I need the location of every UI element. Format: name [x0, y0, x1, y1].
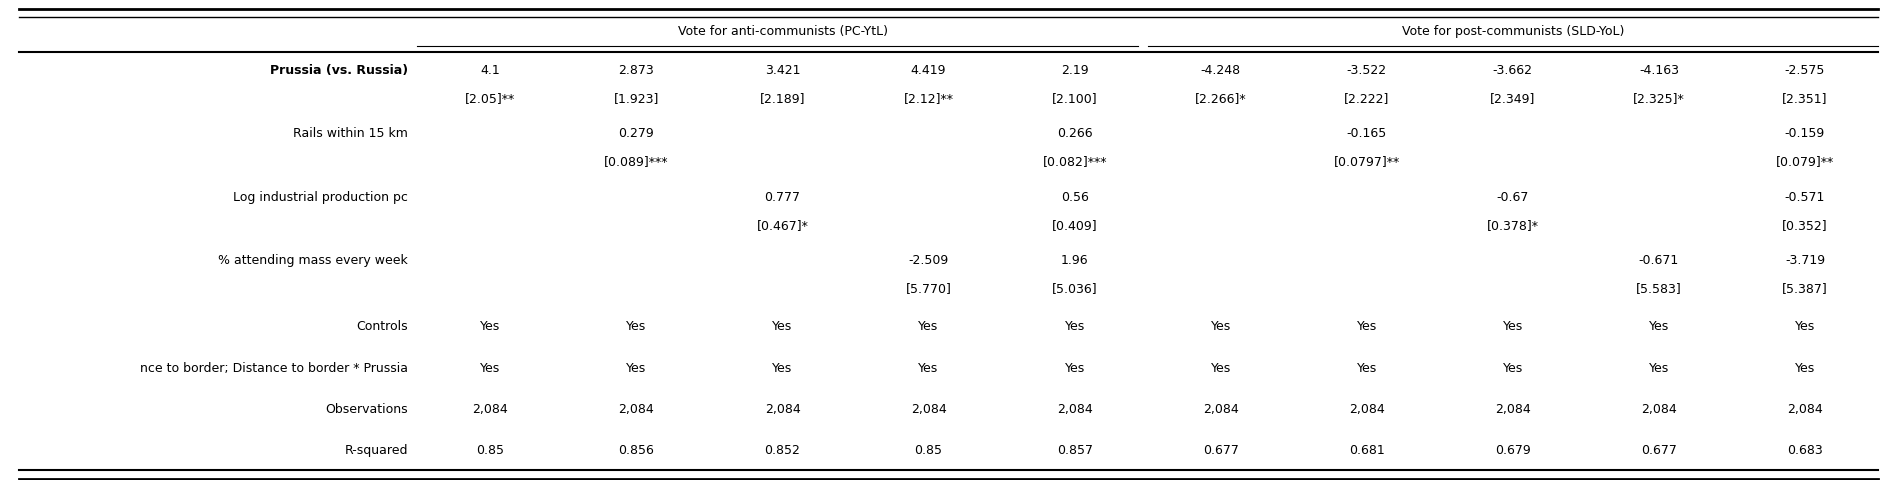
Text: [2.351]: [2.351] [1783, 92, 1827, 105]
Text: [5.770]: [5.770] [905, 281, 952, 294]
Text: 0.777: 0.777 [764, 191, 801, 204]
Text: [0.089]***: [0.089]*** [603, 155, 670, 168]
Text: [2.05]**: [2.05]** [465, 92, 516, 105]
Text: [5.387]: [5.387] [1781, 281, 1829, 294]
Text: 2,084: 2,084 [1057, 402, 1093, 415]
Text: -3.662: -3.662 [1493, 64, 1533, 77]
Text: 2,084: 2,084 [764, 402, 801, 415]
Text: Yes: Yes [918, 320, 939, 333]
Text: Rails within 15 km: Rails within 15 km [292, 127, 408, 140]
Text: Yes: Yes [1648, 320, 1669, 333]
Text: 1.96: 1.96 [1060, 253, 1089, 266]
Text: Yes: Yes [1210, 361, 1231, 374]
Text: Controls: Controls [357, 320, 408, 333]
Text: 2,084: 2,084 [1641, 402, 1677, 415]
Text: [0.467]*: [0.467]* [757, 218, 808, 231]
Text: Yes: Yes [1502, 361, 1523, 374]
Text: -2.509: -2.509 [909, 253, 948, 266]
Text: Yes: Yes [772, 361, 793, 374]
Text: 4.1: 4.1 [480, 64, 501, 77]
Text: [5.036]: [5.036] [1051, 281, 1098, 294]
Text: [1.923]: [1.923] [615, 92, 658, 105]
Text: nce to border; Distance to border * Prussia: nce to border; Distance to border * Prus… [140, 361, 408, 374]
Text: -0.671: -0.671 [1639, 253, 1679, 266]
Text: Yes: Yes [1502, 320, 1523, 333]
Text: Yes: Yes [1356, 320, 1377, 333]
Text: [0.079]**: [0.079]** [1776, 155, 1834, 168]
Text: [5.583]: [5.583] [1635, 281, 1683, 294]
Text: [2.189]: [2.189] [761, 92, 804, 105]
Text: 0.679: 0.679 [1495, 444, 1531, 456]
Text: 2,084: 2,084 [1203, 402, 1239, 415]
Text: Yes: Yes [1356, 361, 1377, 374]
Text: Yes: Yes [1795, 361, 1815, 374]
Text: 2,084: 2,084 [472, 402, 508, 415]
Text: -0.67: -0.67 [1497, 191, 1529, 204]
Text: 0.56: 0.56 [1060, 191, 1089, 204]
Text: [2.349]: [2.349] [1491, 92, 1535, 105]
Text: 0.677: 0.677 [1203, 444, 1239, 456]
Text: Yes: Yes [480, 361, 501, 374]
Text: Yes: Yes [1795, 320, 1815, 333]
Text: 4.419: 4.419 [911, 64, 947, 77]
Text: [0.082]***: [0.082]*** [1041, 155, 1108, 168]
Text: 0.852: 0.852 [764, 444, 801, 456]
Text: [0.0797]**: [0.0797]** [1334, 155, 1400, 168]
Text: Log industrial production pc: Log industrial production pc [233, 191, 408, 204]
Text: -3.522: -3.522 [1347, 64, 1387, 77]
Text: [2.325]*: [2.325]* [1633, 92, 1685, 105]
Text: Observations: Observations [324, 402, 408, 415]
Text: 0.683: 0.683 [1787, 444, 1823, 456]
Text: -4.163: -4.163 [1639, 64, 1679, 77]
Text: Yes: Yes [1064, 361, 1085, 374]
Text: 0.266: 0.266 [1057, 127, 1093, 140]
Text: [0.409]: [0.409] [1051, 218, 1098, 231]
Text: 0.85: 0.85 [476, 444, 505, 456]
Text: Vote for post-communists (SLD-YoL): Vote for post-communists (SLD-YoL) [1402, 24, 1624, 38]
Text: Yes: Yes [1648, 361, 1669, 374]
Text: [2.100]: [2.100] [1051, 92, 1098, 105]
Text: [2.266]*: [2.266]* [1195, 92, 1246, 105]
Text: -0.165: -0.165 [1347, 127, 1387, 140]
Text: 2,084: 2,084 [1787, 402, 1823, 415]
Text: 2,084: 2,084 [911, 402, 947, 415]
Text: 2.19: 2.19 [1060, 64, 1089, 77]
Text: R-squared: R-squared [345, 444, 408, 456]
Text: % attending mass every week: % attending mass every week [218, 253, 408, 266]
Text: 0.857: 0.857 [1057, 444, 1093, 456]
Text: Yes: Yes [772, 320, 793, 333]
Text: -2.575: -2.575 [1785, 64, 1825, 77]
Text: 0.85: 0.85 [914, 444, 943, 456]
Text: [0.378]*: [0.378]* [1487, 218, 1538, 231]
Text: 2,084: 2,084 [618, 402, 654, 415]
Text: 2,084: 2,084 [1495, 402, 1531, 415]
Text: Yes: Yes [1064, 320, 1085, 333]
Text: -0.159: -0.159 [1785, 127, 1825, 140]
Text: Yes: Yes [626, 361, 647, 374]
Text: 3.421: 3.421 [764, 64, 801, 77]
Text: Prussia (vs. Russia): Prussia (vs. Russia) [269, 64, 408, 77]
Text: -3.719: -3.719 [1785, 253, 1825, 266]
Text: [2.12]**: [2.12]** [903, 92, 954, 105]
Text: 2.873: 2.873 [618, 64, 654, 77]
Text: 0.856: 0.856 [618, 444, 654, 456]
Text: Yes: Yes [1210, 320, 1231, 333]
Text: 2,084: 2,084 [1349, 402, 1385, 415]
Text: Yes: Yes [626, 320, 647, 333]
Text: Vote for anti-communists (PC-YtL): Vote for anti-communists (PC-YtL) [677, 24, 888, 38]
Text: Yes: Yes [918, 361, 939, 374]
Text: 0.681: 0.681 [1349, 444, 1385, 456]
Text: [2.222]: [2.222] [1345, 92, 1389, 105]
Text: 0.279: 0.279 [618, 127, 654, 140]
Text: Yes: Yes [480, 320, 501, 333]
Text: -0.571: -0.571 [1785, 191, 1825, 204]
Text: -4.248: -4.248 [1201, 64, 1241, 77]
Text: 0.677: 0.677 [1641, 444, 1677, 456]
Text: [0.352]: [0.352] [1781, 218, 1829, 231]
